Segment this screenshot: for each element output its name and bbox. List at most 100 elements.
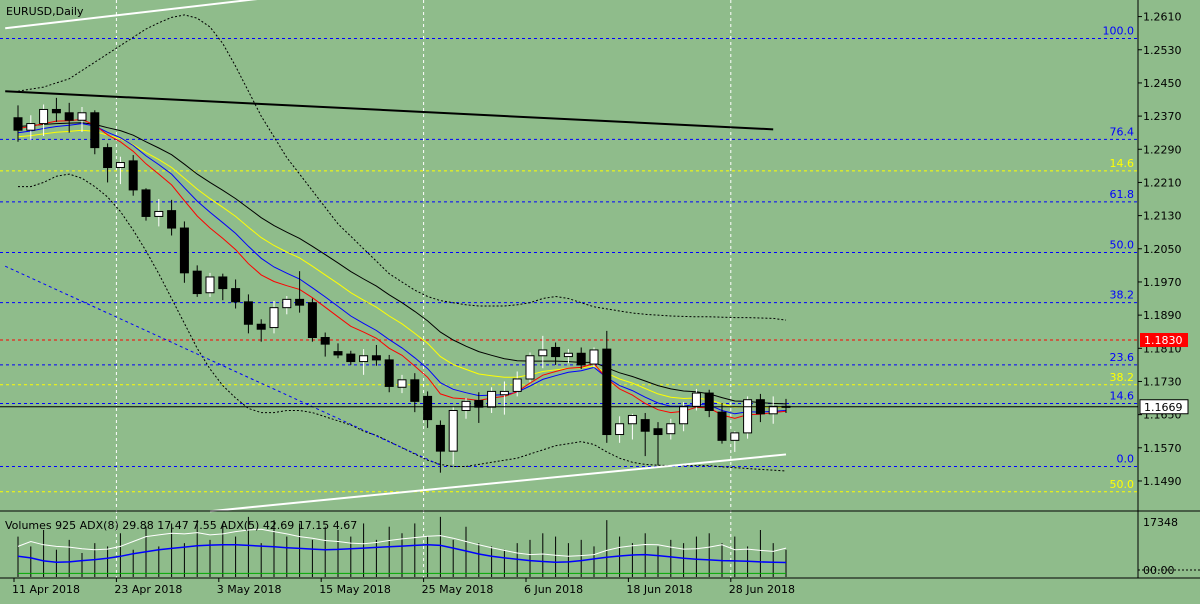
candle-bull[interactable] xyxy=(743,399,753,434)
price-tick-label: 1.2290 xyxy=(1143,143,1182,156)
moving-averages xyxy=(17,118,787,419)
candle-bear[interactable] xyxy=(179,227,189,274)
price-tick-label: 1.2450 xyxy=(1143,77,1182,90)
candle-bull[interactable] xyxy=(26,123,36,131)
candle-bear[interactable] xyxy=(551,346,561,358)
candle-bull[interactable] xyxy=(563,352,573,358)
date-tick-label: 11 Apr 2018 xyxy=(12,583,80,596)
candle-bear[interactable] xyxy=(103,147,113,169)
candle-bear[interactable] xyxy=(602,348,612,436)
candle-bear[interactable] xyxy=(717,411,727,441)
candle-bull[interactable] xyxy=(512,378,522,392)
date-tick-label: 6 Jun 2018 xyxy=(524,583,583,596)
candle-bull[interactable] xyxy=(359,355,369,363)
candle-bear[interactable] xyxy=(576,352,586,366)
candle-bear[interactable] xyxy=(435,424,445,452)
candle-bear[interactable] xyxy=(51,108,61,114)
candle-bear[interactable] xyxy=(371,355,381,361)
candle-bull[interactable] xyxy=(615,423,625,436)
candle-bear[interactable] xyxy=(474,400,484,408)
candle-bull[interactable] xyxy=(115,162,125,169)
candle-bear[interactable] xyxy=(141,189,151,217)
candle-bear[interactable] xyxy=(423,395,433,421)
date-tick-label: 28 Jun 2018 xyxy=(729,583,795,596)
candle-bull[interactable] xyxy=(269,307,279,329)
candle-bull[interactable] xyxy=(499,390,509,396)
candle-bull[interactable] xyxy=(282,298,292,309)
price-tick-label: 1.2210 xyxy=(1143,176,1182,189)
bollinger-lower xyxy=(18,173,787,472)
candle-bear[interactable] xyxy=(320,337,330,345)
fib-level-label: 76.4 xyxy=(1110,125,1135,138)
candle-bull[interactable] xyxy=(666,423,676,435)
candle-bull[interactable] xyxy=(39,108,49,125)
volume-tick-top: 17348 xyxy=(1143,516,1178,529)
candle-bull[interactable] xyxy=(627,414,637,425)
price-tick-label: 1.1570 xyxy=(1143,442,1182,455)
bollinger-bands xyxy=(17,14,787,472)
candle-bull[interactable] xyxy=(691,392,701,407)
candle-bear[interactable] xyxy=(640,419,650,432)
candle-bear[interactable] xyxy=(256,323,266,330)
price-tick-label: 1.2130 xyxy=(1143,210,1182,223)
candle-bear[interactable] xyxy=(231,288,241,303)
candle-bear[interactable] xyxy=(167,210,177,229)
candle-bear[interactable] xyxy=(653,428,663,436)
trendline-blue-channel[interactable] xyxy=(4,265,441,466)
candle-bull[interactable] xyxy=(679,405,689,425)
ma-red xyxy=(17,118,787,419)
trendlines[interactable] xyxy=(4,0,787,513)
candle-bull[interactable] xyxy=(205,276,215,294)
trendline-black-resistance[interactable] xyxy=(5,90,774,131)
candle-bear[interactable] xyxy=(243,301,253,325)
candle-bear[interactable] xyxy=(346,353,356,363)
candle-bear[interactable] xyxy=(333,351,343,356)
candle-bull[interactable] xyxy=(730,432,740,441)
fib-level-label: 0.0 xyxy=(1117,452,1135,465)
fib-level-label: 61.8 xyxy=(1110,188,1135,201)
candle-bear[interactable] xyxy=(704,392,714,411)
candle-bull[interactable] xyxy=(461,400,471,411)
candle-bear[interactable] xyxy=(90,112,100,149)
candle-bull[interactable] xyxy=(448,409,458,452)
trendline-white-lower[interactable] xyxy=(209,453,787,513)
candle-bull[interactable] xyxy=(525,355,535,380)
candle-bull[interactable] xyxy=(397,379,407,388)
candle-bear[interactable] xyxy=(64,112,74,121)
current-price-tag xyxy=(1139,399,1189,415)
candle-bear[interactable] xyxy=(307,302,317,339)
current-price-tag-label: 1.1669 xyxy=(1144,401,1183,414)
candle-bear[interactable] xyxy=(410,379,420,402)
ma-yellow xyxy=(17,129,786,408)
trendline-white-upper[interactable] xyxy=(5,0,274,30)
date-axis: 11 Apr 2018 23 Apr 2018 3 May 2018 15 May 2… xyxy=(12,578,795,596)
fib-level-label: 23.6 xyxy=(1110,351,1135,364)
candle-bull[interactable] xyxy=(768,405,778,415)
ma-black xyxy=(17,122,787,405)
fib-yellow-label: 38.2 xyxy=(1110,371,1135,384)
candle-bull[interactable] xyxy=(538,349,548,357)
candle-bull[interactable] xyxy=(487,390,497,408)
candle-bear[interactable] xyxy=(128,160,138,191)
candle-bear[interactable] xyxy=(295,298,305,306)
date-tick-label: 23 Apr 2018 xyxy=(114,583,182,596)
candle-bear[interactable] xyxy=(13,117,23,131)
candle-bull[interactable] xyxy=(77,112,87,121)
volume-panel-label: Volumes 925 ADX(8) 29.88 17.47 7.55 ADX(… xyxy=(5,519,357,532)
candle-bear[interactable] xyxy=(192,270,202,295)
candle-bull[interactable] xyxy=(154,210,164,217)
fib-yellow-label: 14.6 xyxy=(1110,157,1135,170)
candles[interactable] xyxy=(13,97,791,473)
date-tick-label: 25 May 2018 xyxy=(422,583,494,596)
price-tick-label: 1.1490 xyxy=(1143,475,1182,488)
red-level-tag xyxy=(1140,333,1188,347)
fib-level-label: 38.2 xyxy=(1110,289,1135,302)
candle-bear[interactable] xyxy=(384,359,394,387)
candle-bull[interactable] xyxy=(589,349,599,365)
price-tick-label: 1.2050 xyxy=(1143,243,1182,256)
candle-bear[interactable] xyxy=(218,276,228,290)
